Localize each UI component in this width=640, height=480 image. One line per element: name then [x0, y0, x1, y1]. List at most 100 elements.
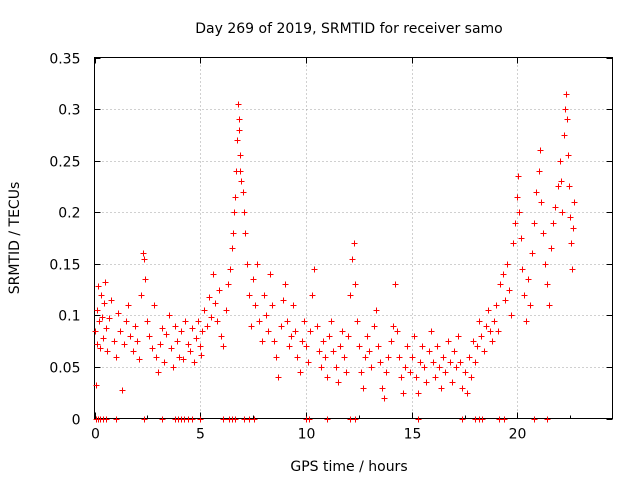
data-point: [497, 281, 504, 288]
data-point: [324, 416, 331, 423]
data-point: [519, 266, 526, 273]
data-point: [407, 369, 414, 376]
data-point: [495, 328, 502, 335]
data-point: [314, 323, 321, 330]
data-point: [180, 356, 187, 363]
data-point: [210, 271, 217, 278]
data-point: [101, 300, 108, 307]
data-point: [368, 364, 375, 371]
data-point: [366, 348, 373, 355]
data-point: [409, 354, 416, 361]
data-point: [230, 230, 237, 237]
data-point: [316, 348, 323, 355]
data-point: [568, 240, 575, 247]
data-point: [426, 348, 433, 355]
data-point: [343, 369, 350, 376]
data-point: [113, 354, 120, 361]
data-point: [481, 348, 488, 355]
data-point: [134, 338, 141, 345]
data-point: [504, 261, 511, 268]
data-point: [565, 152, 572, 159]
data-point: [251, 416, 258, 423]
data-point: [113, 416, 120, 423]
data-point: [170, 364, 177, 371]
data-point: [428, 328, 435, 335]
data-point: [244, 261, 251, 268]
data-point: [514, 194, 521, 201]
data-point: [227, 266, 234, 273]
data-point: [168, 345, 175, 352]
data-point: [256, 318, 263, 325]
data-point: [487, 328, 494, 335]
data-point: [117, 328, 124, 335]
data-point: [362, 354, 369, 361]
data-point: [476, 318, 483, 325]
data-point: [413, 374, 420, 381]
plot-frame: [94, 57, 613, 419]
data-point: [402, 364, 409, 371]
data-point: [92, 328, 99, 335]
data-point: [155, 369, 162, 376]
data-point: [237, 168, 244, 175]
data-point: [241, 209, 248, 216]
data-point: [466, 354, 473, 361]
data-point: [275, 374, 282, 381]
data-point: [311, 266, 318, 273]
data-point: [197, 416, 204, 423]
data-point: [379, 385, 386, 392]
data-point: [470, 338, 477, 345]
data-point: [193, 335, 200, 342]
data-point: [559, 209, 566, 216]
data-point: [98, 292, 105, 299]
data-point: [571, 199, 578, 206]
data-point: [555, 183, 562, 190]
data-point: [478, 333, 485, 340]
data-point: [292, 328, 299, 335]
data-point: [159, 325, 166, 332]
data-point: [174, 338, 181, 345]
data-point: [187, 348, 194, 355]
data-point: [396, 354, 403, 361]
data-point: [459, 416, 466, 423]
data-point: [558, 178, 565, 185]
data-point: [377, 359, 384, 366]
data-point: [375, 343, 382, 350]
data-point: [322, 354, 329, 361]
data-point: [411, 333, 418, 340]
data-point: [527, 302, 534, 309]
data-point: [280, 297, 287, 304]
data-point: [501, 416, 508, 423]
data-point: [267, 271, 274, 278]
data-point: [442, 369, 449, 376]
data-point: [330, 348, 337, 355]
x-tick-label: 10: [298, 427, 316, 443]
data-point: [301, 318, 308, 325]
data-point: [153, 354, 160, 361]
data-point: [493, 302, 500, 309]
data-point: [324, 374, 331, 381]
axis-ticks: 0 5 10 15 20 0 0.05 0.1 0.15 0.2 0.25 0.3 0.35: [49, 52, 613, 443]
data-point: [172, 323, 179, 330]
data-point: [566, 183, 573, 190]
data-point: [474, 343, 481, 350]
data-point: [290, 302, 297, 309]
data-point: [297, 369, 304, 376]
data-point: [250, 276, 257, 283]
data-point: [468, 374, 475, 381]
data-point: [415, 390, 422, 397]
data-point: [204, 323, 211, 330]
data-point: [130, 348, 137, 355]
data-point: [564, 116, 571, 123]
data-point: [364, 333, 371, 340]
data-point: [237, 152, 244, 159]
data-point: [142, 276, 149, 283]
data-point: [489, 338, 496, 345]
data-point: [352, 281, 359, 288]
data-point: [238, 178, 245, 185]
data-point: [288, 333, 295, 340]
data-point: [138, 292, 145, 299]
data-point: [457, 359, 464, 366]
data-point: [218, 333, 225, 340]
data-point: [195, 318, 202, 325]
data-point: [485, 307, 492, 314]
